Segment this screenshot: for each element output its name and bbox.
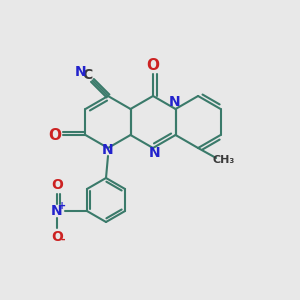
Text: C: C bbox=[82, 68, 93, 83]
Text: O: O bbox=[146, 58, 160, 73]
Text: N: N bbox=[149, 146, 161, 160]
Text: -: - bbox=[61, 235, 65, 245]
Text: N: N bbox=[75, 65, 86, 80]
Text: N: N bbox=[102, 143, 114, 157]
Text: O: O bbox=[48, 128, 61, 142]
Text: N: N bbox=[51, 204, 63, 218]
Text: O: O bbox=[51, 230, 63, 244]
Text: +: + bbox=[58, 201, 66, 211]
Text: O: O bbox=[51, 178, 63, 192]
Text: CH₃: CH₃ bbox=[213, 155, 235, 165]
Text: N: N bbox=[169, 95, 180, 109]
